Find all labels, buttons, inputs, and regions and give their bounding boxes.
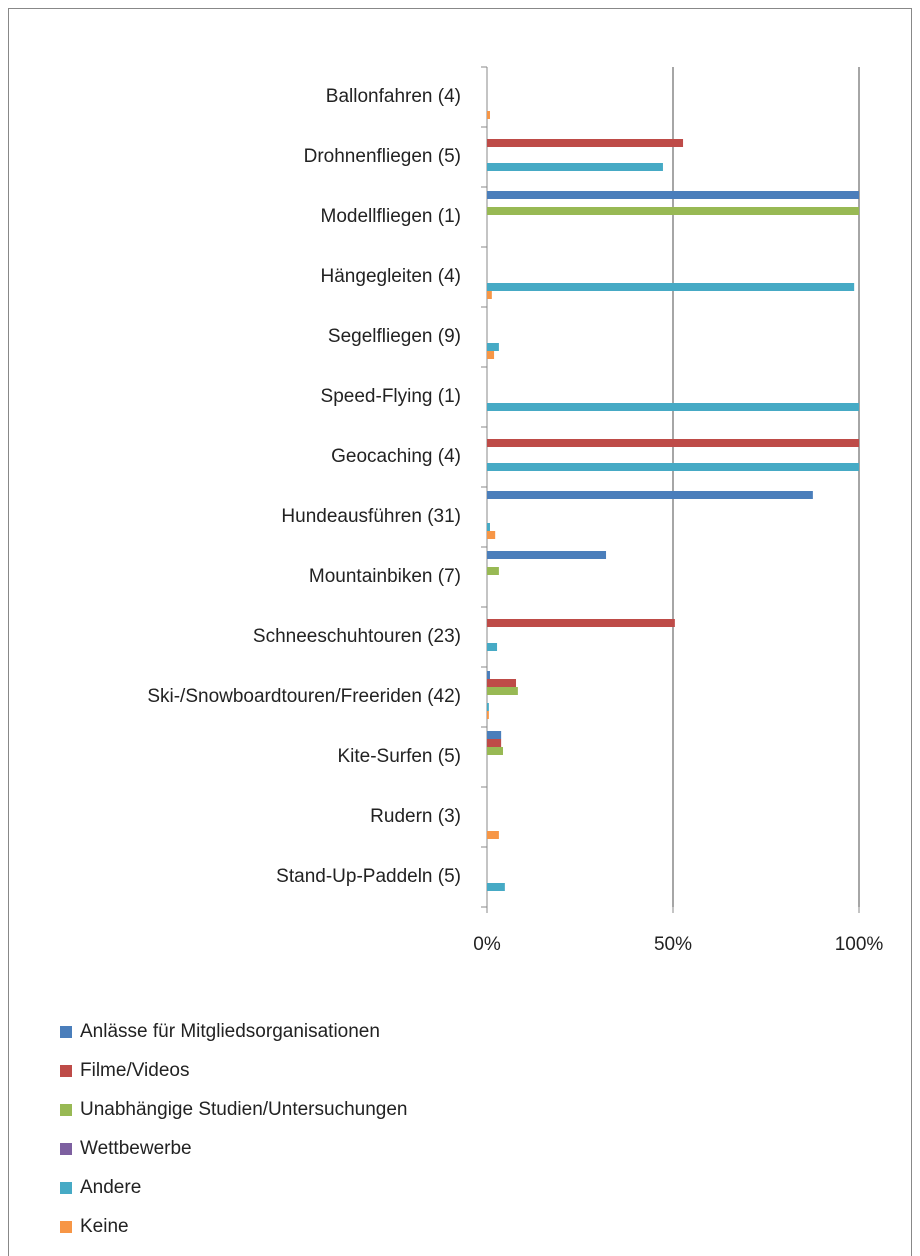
x-tick-label: 100% [835, 934, 884, 955]
legend-swatch [60, 1065, 72, 1077]
legend-swatch [60, 1026, 72, 1038]
legend-label: Andere [80, 1177, 141, 1198]
bar [487, 671, 490, 679]
bar [487, 403, 859, 411]
legend-label: Anlässe für Mitgliedsorganisationen [80, 1021, 380, 1042]
bar [487, 567, 499, 575]
y-tick-label: Rudern (3) [370, 806, 461, 827]
legend-label: Keine [80, 1216, 129, 1237]
legend-swatch [60, 1143, 72, 1155]
bar [487, 463, 859, 471]
legend-label: Unabhängige Studien/Untersuchungen [80, 1099, 407, 1120]
bar [487, 619, 675, 627]
y-tick-label: Geocaching (4) [331, 446, 461, 467]
bar [487, 643, 498, 651]
bar [487, 747, 503, 755]
bar [487, 439, 859, 447]
bar [487, 711, 489, 719]
bar [487, 291, 492, 299]
bar [487, 351, 495, 359]
bar [487, 687, 518, 695]
y-tick-label: Hundeausführen (31) [281, 506, 461, 527]
y-tick-label: Segelfliegen (9) [328, 326, 461, 347]
bar [487, 551, 607, 559]
legend-swatch [60, 1182, 72, 1194]
y-tick-label: Ski-/Snowboardtouren/Freeriden (42) [147, 686, 461, 707]
chart-frame [8, 8, 912, 1256]
bar [487, 283, 855, 291]
bar [487, 679, 517, 687]
bar [487, 343, 499, 351]
bar [487, 731, 502, 739]
bar [487, 491, 813, 499]
y-tick-label: Stand-Up-Paddeln (5) [276, 866, 461, 887]
y-tick-label: Speed-Flying (1) [321, 386, 461, 407]
bar [487, 883, 505, 891]
bar [487, 739, 502, 747]
y-tick-label: Hängegleiten (4) [321, 266, 461, 287]
y-tick-label: Ballonfahren (4) [326, 86, 461, 107]
bar [487, 523, 490, 531]
legend-label: Filme/Videos [80, 1060, 189, 1081]
y-tick-label: Drohnenfliegen (5) [304, 146, 461, 167]
legend-swatch [60, 1221, 72, 1233]
bar [487, 163, 663, 171]
legend-label: Wettbewerbe [80, 1138, 192, 1159]
y-tick-label: Schneeschuhtouren (23) [253, 626, 461, 647]
bar [487, 831, 499, 839]
bar [487, 139, 684, 147]
bar [487, 111, 490, 119]
y-tick-label: Kite-Surfen (5) [337, 746, 461, 767]
y-tick-label: Mountainbiken (7) [309, 566, 461, 587]
bar [487, 191, 859, 199]
bar [487, 703, 489, 711]
x-tick-label: 50% [654, 934, 692, 955]
bar [487, 207, 859, 215]
legend-swatch [60, 1104, 72, 1116]
y-tick-label: Modellfliegen (1) [321, 206, 461, 227]
bar [487, 531, 496, 539]
x-tick-label: 0% [473, 934, 501, 955]
